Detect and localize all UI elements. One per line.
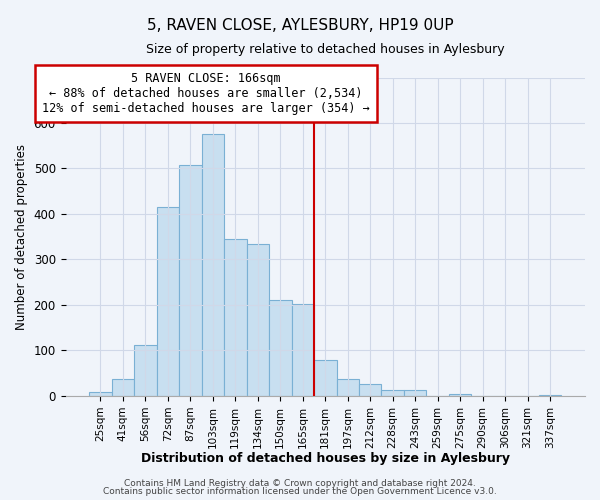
- Bar: [134, 344, 157, 396]
- Bar: [404, 390, 427, 396]
- Bar: [539, 394, 562, 396]
- Bar: [292, 304, 314, 396]
- Bar: [314, 360, 337, 396]
- Text: Contains HM Land Registry data © Crown copyright and database right 2024.: Contains HM Land Registry data © Crown c…: [124, 479, 476, 488]
- Bar: [112, 378, 134, 396]
- Bar: [382, 390, 404, 396]
- Bar: [179, 165, 202, 396]
- Bar: [337, 379, 359, 396]
- Title: Size of property relative to detached houses in Aylesbury: Size of property relative to detached ho…: [146, 42, 505, 56]
- Bar: [224, 239, 247, 396]
- Bar: [89, 392, 112, 396]
- Text: 5 RAVEN CLOSE: 166sqm
← 88% of detached houses are smaller (2,534)
12% of semi-d: 5 RAVEN CLOSE: 166sqm ← 88% of detached …: [42, 72, 370, 115]
- X-axis label: Distribution of detached houses by size in Aylesbury: Distribution of detached houses by size …: [141, 452, 510, 465]
- Bar: [202, 134, 224, 396]
- Bar: [269, 300, 292, 396]
- Y-axis label: Number of detached properties: Number of detached properties: [15, 144, 28, 330]
- Bar: [157, 207, 179, 396]
- Text: 5, RAVEN CLOSE, AYLESBURY, HP19 0UP: 5, RAVEN CLOSE, AYLESBURY, HP19 0UP: [146, 18, 454, 32]
- Bar: [449, 394, 472, 396]
- Text: Contains public sector information licensed under the Open Government Licence v3: Contains public sector information licen…: [103, 487, 497, 496]
- Bar: [359, 384, 382, 396]
- Bar: [247, 244, 269, 396]
